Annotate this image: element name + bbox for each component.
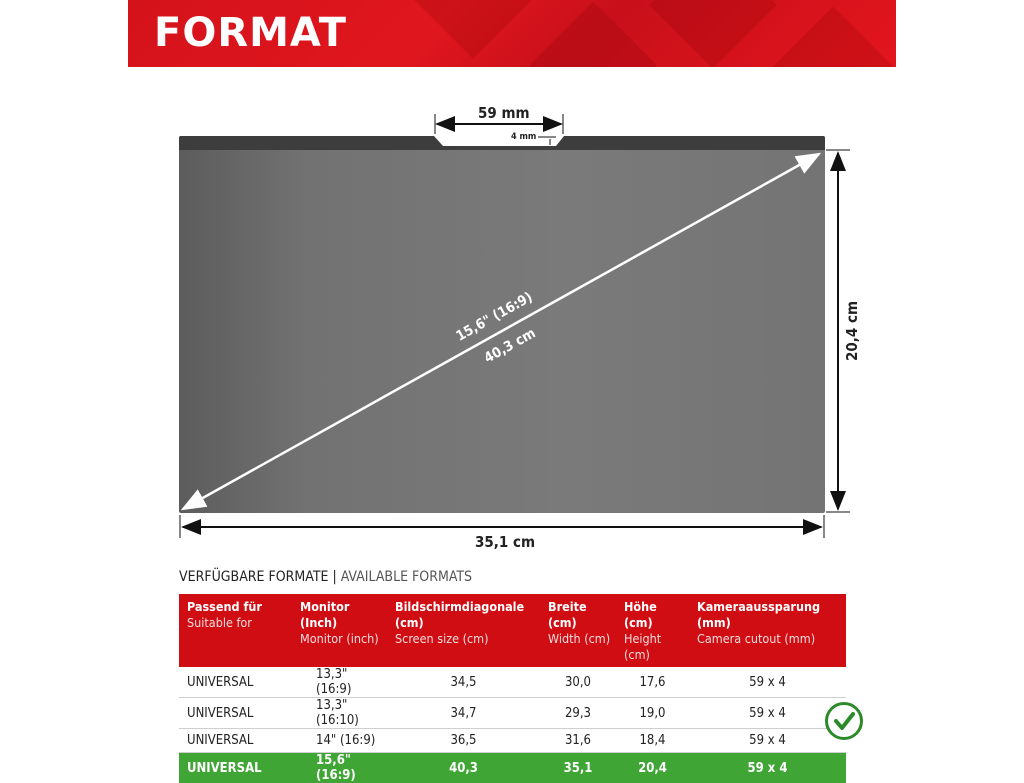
table-cell: UNIVERSAL (179, 729, 292, 753)
section-heading: VERFÜGBARE FORMATE | AVAILABLE FORMATS (179, 569, 472, 585)
table-cell: 14" (16:9) (292, 729, 387, 753)
diagonal-arrow (183, 154, 819, 509)
col-header: Kameraaussparung (mm)Camera cutout (mm) (689, 594, 846, 667)
table-cell: 31,6 (540, 729, 616, 753)
table-cell: UNIVERSAL (179, 667, 292, 698)
table-cell: 36,5 (387, 729, 540, 753)
section-title-en: AVAILABLE FORMATS (341, 569, 472, 585)
width-label: 35,1 cm (475, 533, 535, 551)
table-cell: 34,7 (387, 698, 540, 729)
separator: | (328, 569, 340, 585)
table-cell: 13,3" (16:10) (292, 698, 387, 729)
section-title-de: VERFÜGBARE FORMATE (179, 569, 328, 585)
table-cell: 59 x 4 (689, 729, 846, 753)
table-cell: 30,0 (540, 667, 616, 698)
table-cell: 19,0 (616, 698, 689, 729)
table-cell: 29,3 (540, 698, 616, 729)
cutout-depth-label: 4 mm (511, 132, 536, 142)
table-cell: 13,3" (16:9) (292, 667, 387, 698)
height-label: 20,4 cm (843, 301, 861, 361)
cutout-width-label: 59 mm (478, 104, 530, 122)
col-header: Höhe (cm)Height (cm) (616, 594, 689, 667)
table-cell: UNIVERSAL (179, 698, 292, 729)
table-cell: 18,4 (616, 729, 689, 753)
table-cell: 59 x 4 (689, 698, 846, 729)
table-cell: 59 x 4 (689, 667, 846, 698)
col-header: Monitor (Inch)Monitor (inch) (292, 594, 387, 667)
col-header: Breite (cm)Width (cm) (540, 594, 616, 667)
table-cell: 17,6 (616, 667, 689, 698)
check-circle-icon (825, 702, 863, 740)
col-header: Bildschirmdiagonale (cm)Screen size (cm) (387, 594, 540, 667)
table-cell: 34,5 (387, 667, 540, 698)
